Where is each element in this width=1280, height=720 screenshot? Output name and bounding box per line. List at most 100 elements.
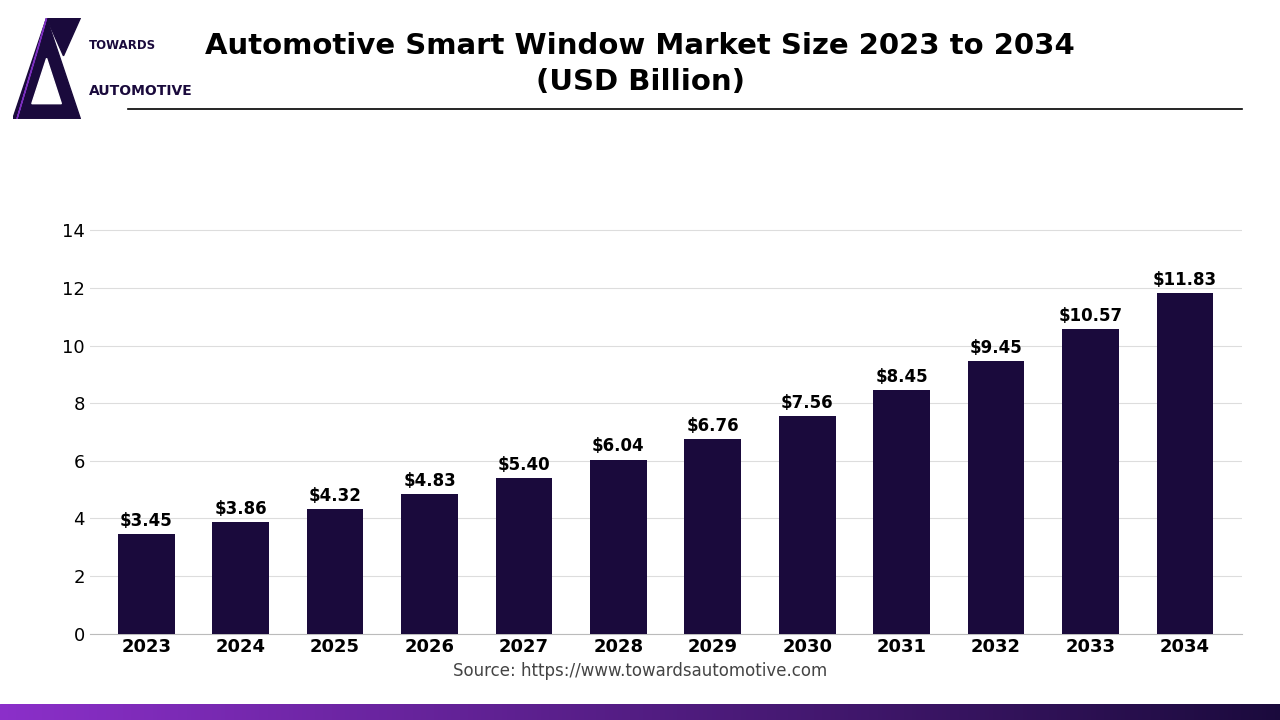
- Text: Automotive Smart Window Market Size 2023 to 2034: Automotive Smart Window Market Size 2023…: [205, 32, 1075, 60]
- Bar: [118, 534, 174, 634]
- Bar: [1002, 704, 1009, 720]
- Bar: [618, 704, 625, 720]
- Bar: [247, 704, 253, 720]
- Bar: [4, 704, 10, 720]
- Bar: [1011, 704, 1016, 720]
- Bar: [525, 704, 530, 720]
- Bar: [1169, 704, 1175, 720]
- Bar: [590, 459, 646, 634]
- Bar: [252, 704, 257, 720]
- Bar: [986, 704, 991, 720]
- Bar: [13, 704, 18, 720]
- Bar: [726, 704, 731, 720]
- Bar: [832, 704, 837, 720]
- Bar: [947, 704, 952, 720]
- Bar: [355, 704, 360, 720]
- Bar: [900, 704, 906, 720]
- Bar: [861, 704, 868, 720]
- Bar: [742, 704, 748, 720]
- Bar: [196, 704, 202, 720]
- Bar: [51, 704, 56, 720]
- Bar: [717, 704, 722, 720]
- Bar: [922, 704, 927, 720]
- Bar: [9, 704, 14, 720]
- Bar: [150, 704, 155, 720]
- Bar: [499, 704, 504, 720]
- Bar: [269, 704, 274, 720]
- Bar: [1046, 704, 1051, 720]
- Text: $7.56: $7.56: [781, 394, 833, 412]
- Bar: [320, 704, 325, 720]
- Bar: [751, 704, 756, 720]
- Bar: [1242, 704, 1247, 720]
- Bar: [278, 704, 283, 720]
- Bar: [384, 704, 389, 720]
- Bar: [256, 704, 261, 720]
- Bar: [559, 704, 564, 720]
- Bar: [486, 704, 492, 720]
- Bar: [925, 704, 932, 720]
- Bar: [1225, 704, 1230, 720]
- Text: Source: https://www.towardsautomotive.com: Source: https://www.towardsautomotive.co…: [453, 662, 827, 680]
- Bar: [227, 704, 232, 720]
- Bar: [128, 704, 133, 720]
- Text: $4.83: $4.83: [403, 472, 456, 490]
- Bar: [973, 704, 978, 720]
- Bar: [375, 704, 381, 720]
- Polygon shape: [46, 18, 81, 56]
- Bar: [968, 361, 1024, 634]
- Bar: [1126, 704, 1132, 720]
- Bar: [490, 704, 497, 720]
- Text: $6.04: $6.04: [593, 437, 645, 455]
- Bar: [867, 704, 872, 720]
- Bar: [1199, 704, 1204, 720]
- Bar: [163, 704, 168, 720]
- Bar: [512, 704, 517, 720]
- Bar: [218, 704, 223, 720]
- Bar: [0, 704, 5, 720]
- Bar: [721, 704, 727, 720]
- Bar: [1148, 704, 1153, 720]
- Bar: [1071, 704, 1076, 720]
- Bar: [806, 704, 812, 720]
- Bar: [422, 704, 428, 720]
- Bar: [337, 704, 343, 720]
- Bar: [60, 704, 65, 720]
- Text: $8.45: $8.45: [876, 368, 928, 386]
- Bar: [995, 704, 1000, 720]
- Polygon shape: [32, 58, 61, 104]
- Bar: [397, 704, 402, 720]
- Bar: [1165, 704, 1170, 720]
- Bar: [508, 704, 513, 720]
- Bar: [764, 704, 769, 720]
- Text: $4.32: $4.32: [308, 487, 361, 505]
- Bar: [1174, 704, 1179, 720]
- Text: (USD Billion): (USD Billion): [535, 68, 745, 96]
- Bar: [64, 704, 69, 720]
- Bar: [682, 704, 689, 720]
- Bar: [1263, 704, 1268, 720]
- Bar: [1139, 704, 1144, 720]
- Bar: [1088, 704, 1093, 720]
- Bar: [631, 704, 637, 720]
- Bar: [685, 439, 741, 634]
- Bar: [137, 704, 142, 720]
- Bar: [644, 704, 650, 720]
- Bar: [111, 704, 116, 720]
- Bar: [768, 704, 773, 720]
- Bar: [1028, 704, 1034, 720]
- Bar: [179, 704, 184, 720]
- Bar: [38, 704, 44, 720]
- Bar: [1251, 704, 1256, 720]
- Bar: [212, 523, 269, 634]
- Bar: [627, 704, 632, 720]
- Bar: [567, 704, 573, 720]
- Bar: [1143, 704, 1149, 720]
- Bar: [1203, 704, 1208, 720]
- Bar: [29, 704, 36, 720]
- Bar: [324, 704, 330, 720]
- Bar: [691, 704, 696, 720]
- Bar: [106, 704, 113, 720]
- Bar: [1161, 704, 1166, 720]
- Bar: [77, 704, 82, 720]
